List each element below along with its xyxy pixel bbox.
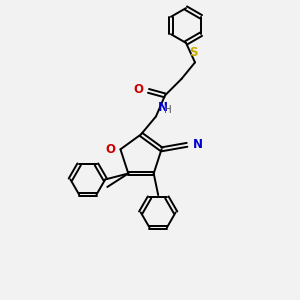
Text: N: N [158,101,167,114]
Text: O: O [105,143,115,156]
Text: H: H [164,105,172,115]
Text: N: N [192,138,203,151]
Text: S: S [189,46,198,59]
Text: O: O [134,83,144,96]
